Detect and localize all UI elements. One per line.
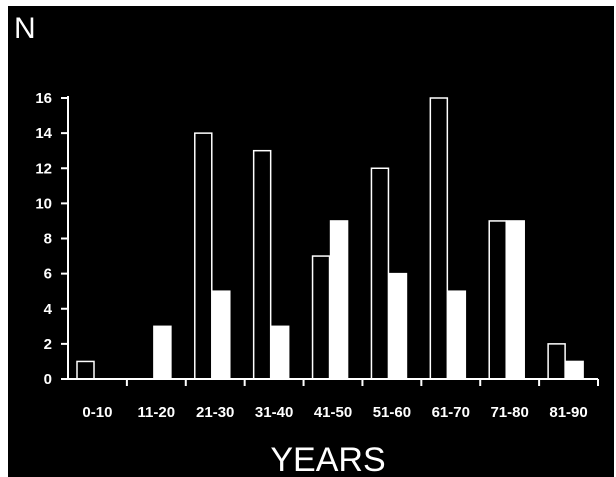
bar-outlined-21-30 (194, 132, 213, 380)
bar-filled-71-80 (506, 220, 525, 380)
x-tick-label: 51-60 (373, 404, 411, 421)
bar-filled-31-40 (270, 325, 290, 380)
bar-outlined-71-80 (488, 220, 507, 380)
x-tick-label: 41-50 (314, 404, 352, 421)
x-tick-label: 21-30 (196, 404, 234, 421)
y-tick-label: 12 (35, 160, 52, 177)
y-tick-label: 14 (35, 125, 52, 142)
x-tick-label: 31-40 (255, 404, 293, 421)
bar-filled-41-50 (329, 220, 349, 380)
bar-outlined-41-50 (311, 255, 331, 380)
y-axis: 0 2 4 6 8 10 12 14 16 (35, 90, 68, 388)
y-tick-label: 16 (35, 90, 52, 107)
x-tick-label: 81-90 (549, 404, 587, 421)
x-tick-label: 0-10 (82, 404, 112, 421)
bar-filled-81-90 (565, 360, 584, 380)
x-tick-label: 71-80 (490, 404, 528, 421)
y-tick-label: 10 (35, 195, 52, 212)
x-tick-label: 61-70 (432, 404, 470, 421)
bar-group (76, 97, 584, 380)
bar-filled-51-60 (388, 272, 408, 380)
y-tick-label: 4 (44, 301, 53, 318)
bar-outlined-61-70 (429, 97, 449, 380)
bar-outlined-51-60 (370, 167, 390, 380)
x-axis-title: YEARS (270, 441, 385, 477)
y-tick-label: 8 (44, 231, 52, 248)
x-axis-labels: 0-10 11-20 21-30 31-40 41-50 51-60 61-70 71-80 8… (82, 404, 587, 421)
y-tick-label: 6 (44, 266, 52, 283)
bar-chart: N 0 2 4 6 8 10 12 14 16 0-10 11-20 21-30 31-40 41-50… (14, 12, 599, 477)
y-tick-label: 0 (44, 371, 52, 388)
bar-outlined-0-10 (76, 360, 95, 380)
y-axis-title: N (14, 12, 36, 45)
bar-filled-11-20 (153, 325, 172, 380)
y-tick-label: 2 (44, 336, 52, 353)
bar-filled-61-70 (447, 290, 467, 380)
bar-outlined-31-40 (252, 149, 272, 380)
x-tick-label: 11-20 (138, 404, 176, 421)
bar-outlined-81-90 (547, 343, 566, 380)
axes-lines (67, 96, 599, 386)
chart-figure: N 0 2 4 6 8 10 12 14 16 0-10 11-20 21-30 31-40 41-50… (8, 6, 614, 477)
bar-filled-21-30 (212, 290, 231, 380)
